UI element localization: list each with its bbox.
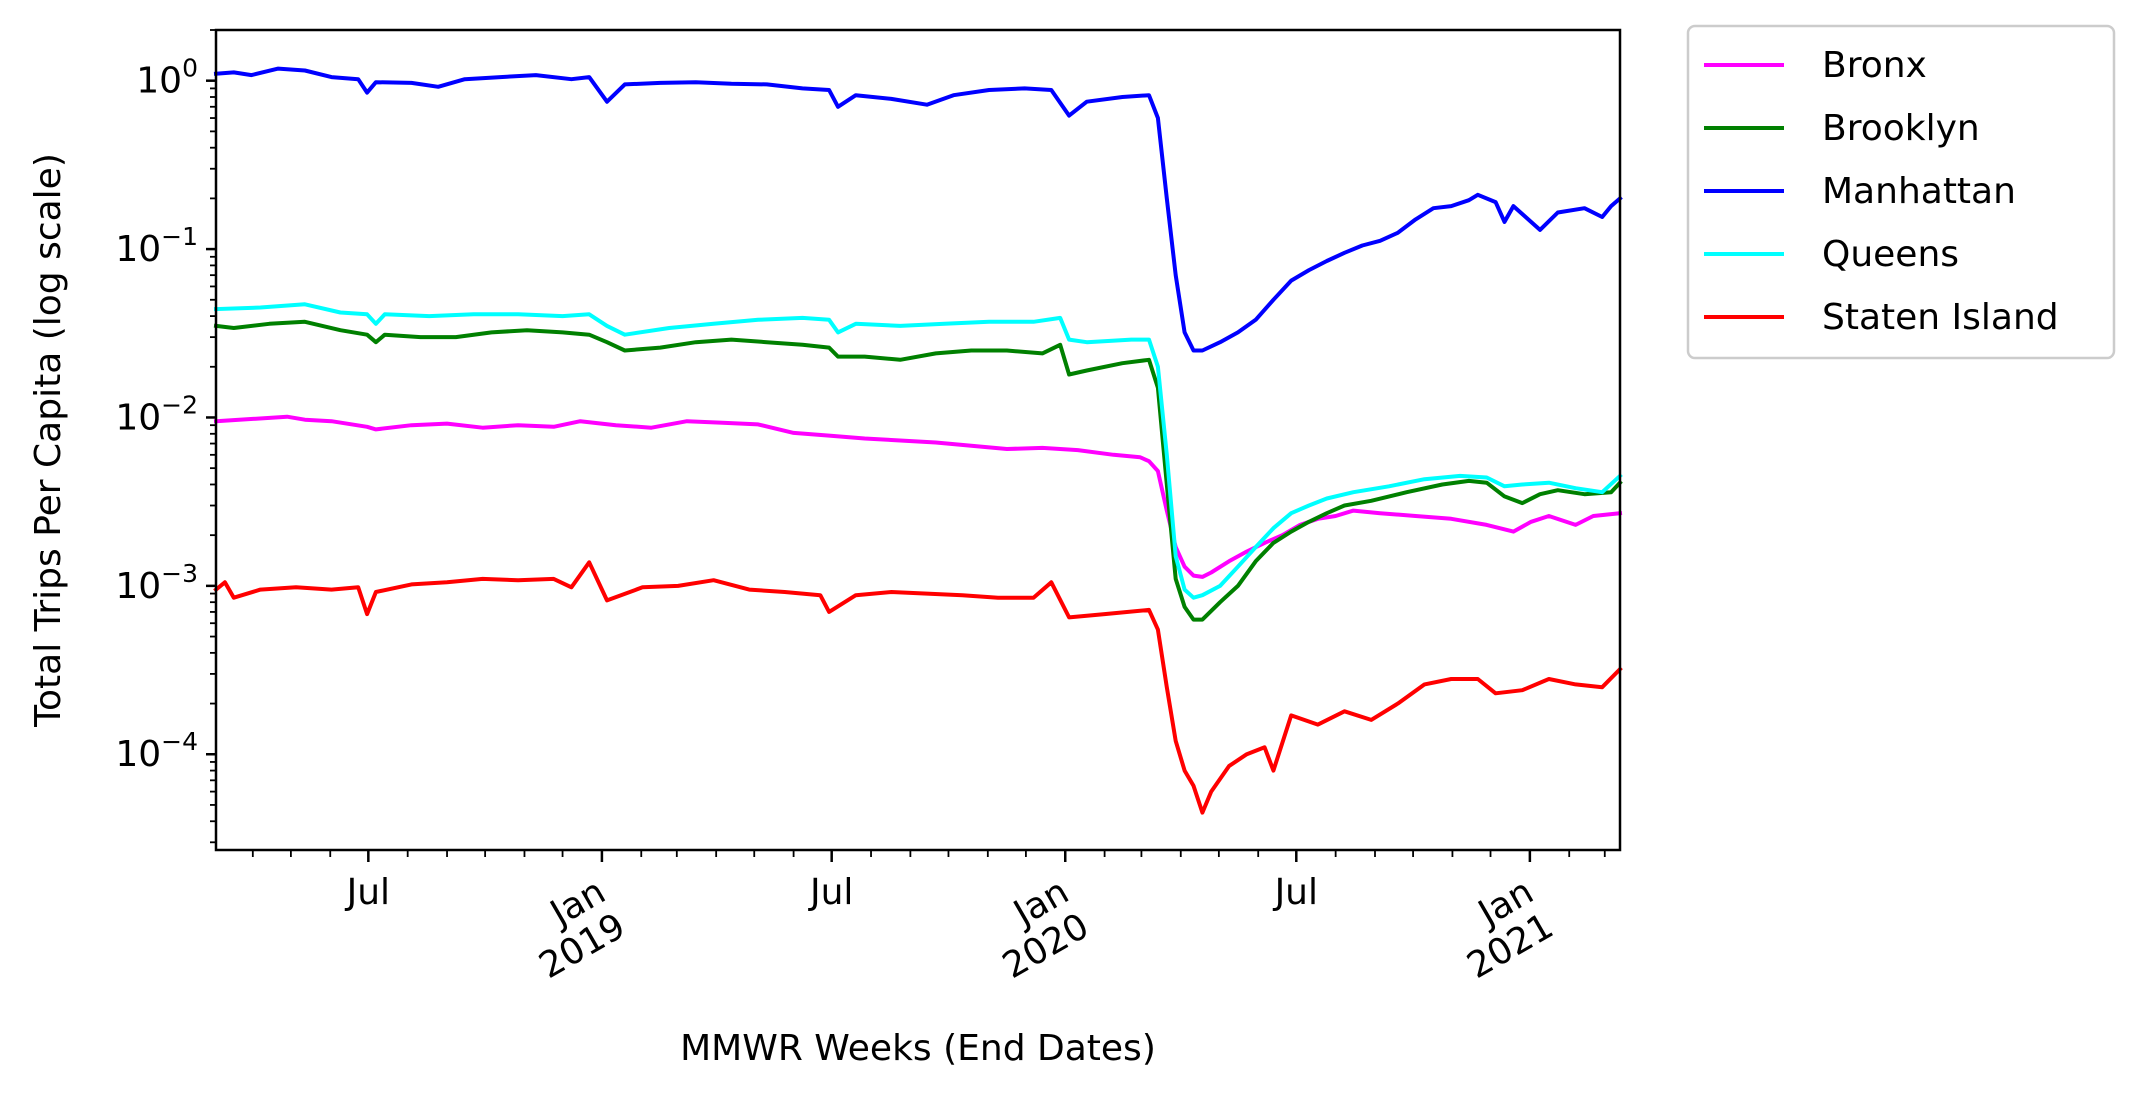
series-layer: [213, 66, 1623, 815]
x-tick-label: Jul: [345, 872, 390, 913]
x-tick-label: Jul: [1273, 872, 1318, 913]
legend-label-manhattan: Manhattan: [1822, 171, 2016, 212]
y-tick-label: 10−4: [115, 727, 198, 775]
y-tick-label: 10−2: [115, 390, 198, 438]
plot-frame: [214, 28, 1622, 852]
y-tick-label: 10−1: [115, 222, 198, 270]
y-axis: 10−4 10−3 10−2 10−1 100: [115, 29, 216, 844]
series-line-manhattan: [213, 66, 1623, 353]
legend-label-staten-island: Staten Island: [1822, 297, 2059, 338]
series-line-bronx: [213, 414, 1623, 579]
series-line-brooklyn: [213, 319, 1623, 622]
x-tick-label: Jul: [808, 872, 853, 913]
series-line-queens: [213, 302, 1623, 600]
series-line-staten-island: [213, 560, 1623, 815]
legend-label-brooklyn: Brooklyn: [1822, 108, 1980, 149]
legend-frame: [1686, 24, 2116, 360]
legend: Bronx Brooklyn Manhattan Queens Staten Islan…: [1686, 24, 2116, 360]
y-tick-label: 100: [136, 54, 198, 102]
y-axis-title: Total Trips Per Capita (log scale): [28, 153, 69, 728]
y-tick-label: 10−3: [115, 559, 198, 607]
x-axis-title: MMWR Weeks (End Dates): [680, 1028, 1156, 1069]
legend-label-queens: Queens: [1822, 234, 1959, 275]
legend-label-bronx: Bronx: [1822, 45, 1927, 86]
